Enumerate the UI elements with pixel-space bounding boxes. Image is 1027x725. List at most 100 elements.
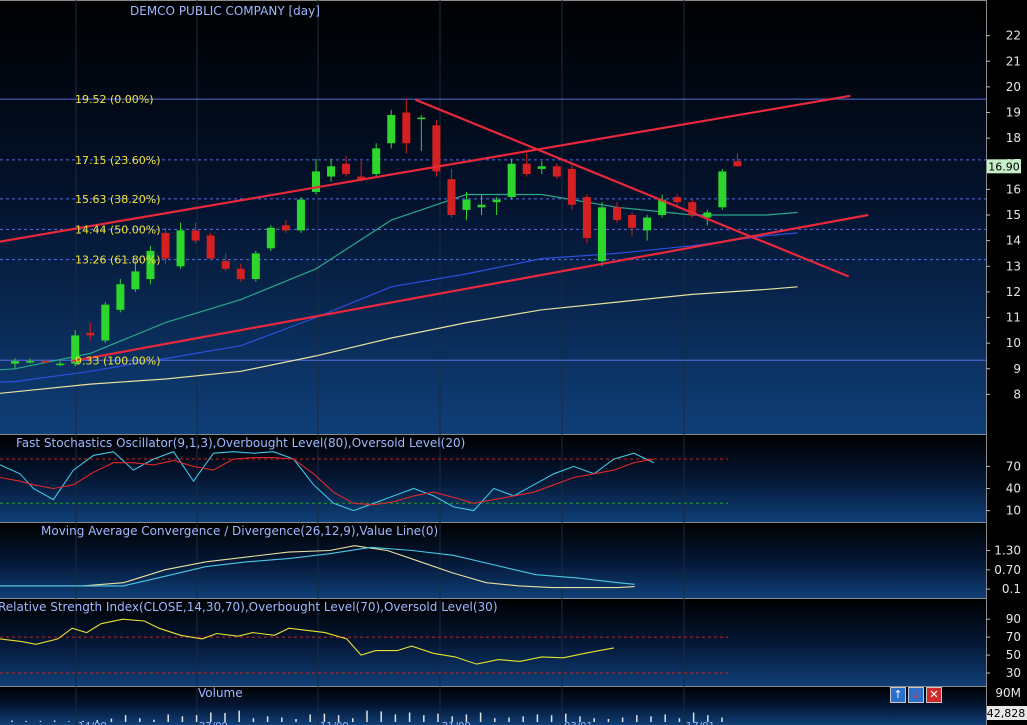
indicator-1-tick-2: 70 — [1006, 459, 1021, 473]
indicator-series-2-0 — [0, 545, 635, 589]
move-down-button[interactable]: ↓ — [908, 687, 924, 703]
candle-body-9 — [146, 250, 155, 280]
candle-body-26 — [402, 112, 411, 144]
indicator-series-2-1 — [0, 546, 635, 587]
rsi-title: Relative Strength Index(CLOSE,14,30,70),… — [0, 600, 498, 614]
candle-body-13 — [206, 235, 215, 259]
candle-body-25 — [387, 115, 396, 144]
panel-3-background — [0, 598, 986, 686]
candle-15 — [236, 263, 245, 282]
candle-body-27 — [417, 117, 426, 120]
candle-34 — [522, 153, 531, 177]
indicator-2-tick-2: 1.30 — [994, 544, 1021, 558]
panel-2-background — [0, 522, 986, 598]
candle-44 — [673, 194, 682, 208]
candle-43 — [658, 194, 667, 218]
indicator-2-tick-1: 0.70 — [994, 563, 1021, 577]
indicator-3-tick-0: 30 — [1006, 666, 1021, 680]
candle-41 — [628, 212, 637, 236]
indicator-3-tick-2: 70 — [1006, 630, 1021, 644]
candle-body-30 — [462, 199, 471, 210]
arrow-up-icon: ↑ — [893, 688, 903, 701]
stochastics-title: Fast Stochastics Oscillator(9,1,3),Overb… — [16, 436, 465, 450]
candle-body-48 — [733, 161, 742, 167]
candle-23 — [357, 161, 366, 182]
date-tick-2: 11/09 — [320, 721, 349, 725]
move-up-button[interactable]: ↑ — [890, 687, 906, 703]
candle-body-11 — [176, 230, 185, 267]
candle-21 — [327, 158, 336, 182]
main-y-tick-6: 14 — [1006, 234, 1021, 248]
candle-body-2 — [41, 361, 50, 363]
fib-label-2: 15.63 (38.20%) — [75, 193, 161, 206]
candle-13 — [206, 232, 215, 259]
candle-body-16 — [251, 253, 260, 280]
indicator-series-3-0 — [0, 618, 615, 665]
close-panel-button[interactable]: ✕ — [926, 687, 942, 703]
indicator-series-1-1 — [0, 457, 654, 506]
candle-31 — [477, 194, 486, 215]
candle-body-20 — [312, 171, 320, 192]
candle-body-32 — [492, 199, 501, 203]
fib-label-0: 19.52 (0.00%) — [75, 93, 154, 106]
candle-body-19 — [296, 199, 305, 231]
main-chart-title: DEMCO PUBLIC COMPANY [day] — [130, 4, 320, 18]
main-y-tick-10: 18 — [1006, 131, 1021, 145]
candle-33 — [507, 158, 516, 200]
candle-body-40 — [613, 207, 621, 221]
candle-body-38 — [582, 197, 591, 239]
indicator-panel-2 — [0, 545, 635, 589]
indicator-3-tick-1: 50 — [1006, 648, 1021, 662]
price-axis-background — [986, 0, 1027, 725]
trendline-2 — [414, 98, 850, 278]
last-price-label: 16.90 — [988, 160, 1020, 173]
main-y-tick-12: 20 — [1006, 80, 1021, 94]
candle-3 — [56, 361, 65, 367]
main-y-tick-7: 15 — [1006, 208, 1021, 222]
candle-body-28 — [432, 125, 441, 172]
last-price-box — [987, 159, 1021, 174]
candle-body-41 — [628, 215, 637, 228]
candle-48 — [733, 153, 742, 167]
fib-label-1: 17.15 (23.60%) — [75, 154, 161, 167]
candle-body-1 — [26, 361, 35, 363]
candle-body-33 — [507, 163, 516, 198]
candle-body-8 — [131, 271, 140, 290]
trendline-0 — [0, 94, 851, 243]
candle-body-42 — [643, 217, 652, 231]
candle-36 — [552, 163, 561, 180]
main-y-tick-2: 10 — [1006, 336, 1021, 350]
candle-2 — [41, 359, 50, 364]
moving-average-1 — [0, 232, 798, 383]
candle-body-31 — [477, 204, 486, 208]
volume-last-box — [987, 706, 1027, 720]
fib-label-5: 9.33 (100.00%) — [75, 354, 161, 367]
candle-6 — [101, 302, 110, 344]
candle-body-18 — [281, 225, 290, 231]
main-y-tick-8: 16 — [1006, 182, 1021, 196]
main-y-tick-1: 9 — [1013, 362, 1021, 376]
candle-body-5 — [86, 332, 95, 336]
candle-body-4 — [71, 335, 80, 364]
candle-body-6 — [101, 304, 110, 341]
main-y-tick-11: 19 — [1006, 106, 1021, 120]
candle-39 — [597, 202, 606, 267]
candle-0 — [11, 358, 19, 369]
arrow-down-icon: ↓ — [911, 688, 921, 701]
candle-1 — [26, 358, 35, 364]
candle-9 — [146, 245, 155, 285]
candle-body-29 — [447, 179, 456, 215]
fib-label-3: 14.44 (50.00%) — [75, 223, 161, 236]
macd-title: Moving Average Convergence / Divergence(… — [41, 524, 438, 538]
fib-label-4: 13.26 (61.80%) — [75, 254, 161, 267]
panel-1-background — [0, 434, 986, 522]
trendline-1 — [71, 213, 869, 363]
candle-25 — [387, 109, 396, 149]
indicator-3-tick-3: 90 — [1006, 612, 1021, 626]
volume-tick-0: 90M — [995, 686, 1021, 700]
candle-body-37 — [567, 168, 576, 205]
panel-4-background — [0, 686, 986, 725]
candle-14 — [221, 253, 230, 272]
candle-37 — [567, 163, 576, 210]
